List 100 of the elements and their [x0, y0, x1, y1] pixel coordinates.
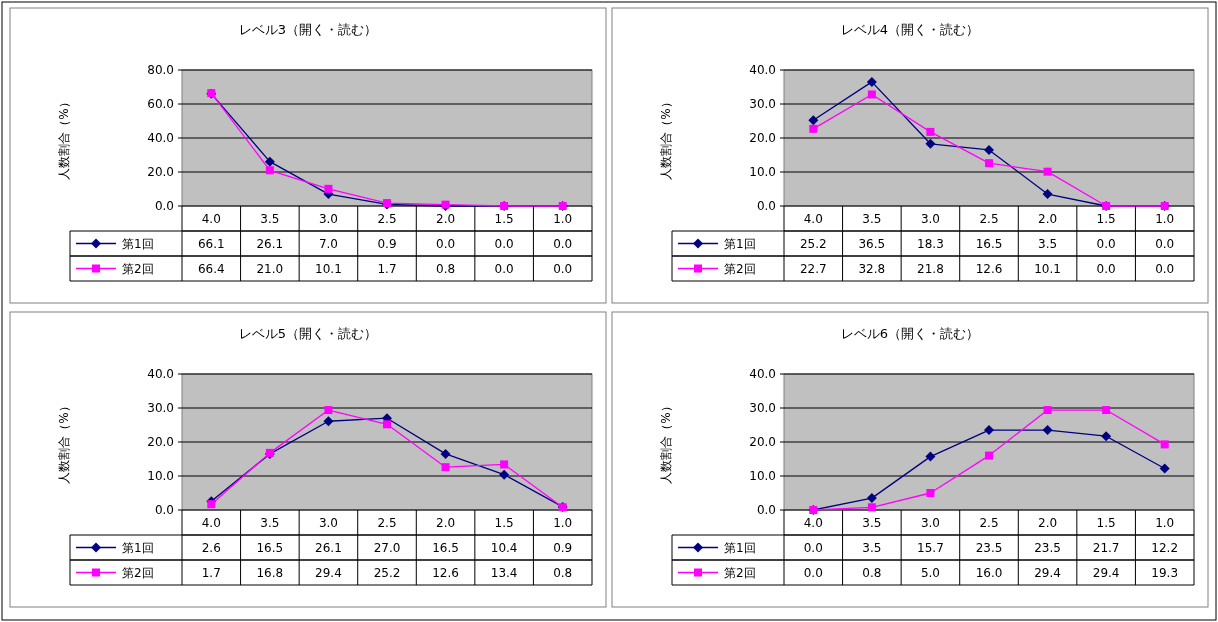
- y-tick-label: 20.0: [147, 435, 174, 449]
- point: [985, 451, 993, 460]
- x-tick-label: 2.5: [979, 516, 999, 530]
- x-tick-label: 1.0: [1155, 212, 1175, 226]
- point: [499, 469, 510, 480]
- x-tick-label: 1.5: [1096, 212, 1116, 226]
- x-tick-label: 2.0: [436, 212, 456, 226]
- data-label: 32.8: [858, 262, 886, 276]
- point: [867, 503, 876, 512]
- data-label: 0.9: [377, 237, 397, 251]
- x-tick-label: 2.0: [1038, 516, 1058, 530]
- point: [809, 124, 818, 133]
- data-label: 36.5: [858, 237, 886, 251]
- data-label: 66.4: [197, 262, 225, 276]
- y-tick-label: 40.0: [749, 367, 776, 381]
- data-label: 18.3: [917, 237, 944, 251]
- y-tick-label: 0.0: [154, 199, 174, 213]
- data-label: 0.0: [436, 237, 456, 251]
- point: [808, 115, 819, 126]
- legend-label: 第2回: [122, 262, 154, 276]
- point: [925, 138, 936, 149]
- point: [440, 448, 451, 459]
- data-label: 21.0: [256, 262, 284, 276]
- point: [984, 144, 994, 155]
- x-tick-label: 3.5: [260, 516, 280, 530]
- data-label: 0.0: [1155, 237, 1175, 251]
- data-label: 0.0: [803, 541, 823, 555]
- x-tick-label: 2.5: [979, 212, 999, 226]
- x-tick-label: 1.5: [494, 516, 514, 530]
- data-label: 29.4: [1092, 566, 1120, 580]
- x-tick-label: 4.0: [201, 212, 221, 226]
- chart-title: レベル3（開く・読む）: [238, 22, 378, 37]
- data-label: 22.7: [799, 262, 827, 276]
- point: [323, 416, 334, 427]
- x-tick-label: 1.0: [553, 516, 573, 530]
- legend-label: 第2回: [724, 566, 756, 580]
- data-label: 23.5: [975, 541, 1003, 555]
- data-label: 29.4: [1034, 566, 1061, 580]
- point: [1159, 463, 1170, 474]
- data-label: 16.5: [975, 237, 1003, 251]
- data-label: 0.0: [803, 566, 823, 580]
- y-axis-title: 人数割合（%）: [659, 400, 673, 484]
- x-tick-label: 1.5: [1096, 516, 1116, 530]
- data-label: 10.4: [490, 541, 518, 555]
- x-tick-label: 3.0: [920, 516, 940, 530]
- y-tick-label: 30.0: [749, 97, 776, 111]
- point: [1043, 406, 1052, 415]
- y-tick-label: 20.0: [147, 165, 174, 179]
- x-tick-label: 2.0: [436, 516, 456, 530]
- y-tick-label: 0.0: [756, 199, 776, 213]
- data-label: 1.7: [377, 262, 397, 276]
- y-tick-label: 20.0: [749, 435, 776, 449]
- x-tick-label: 1.5: [494, 212, 514, 226]
- y-tick-label: 0.0: [756, 503, 776, 517]
- x-tick-label: 4.0: [803, 516, 823, 530]
- point: [324, 406, 333, 415]
- x-tick-label: 1.0: [1155, 516, 1175, 530]
- point: [1042, 189, 1053, 200]
- y-tick-label: 40.0: [147, 131, 174, 145]
- data-label: 0.9: [553, 541, 573, 555]
- chart-title: レベル6（開く・読む）: [840, 326, 980, 341]
- y-tick-label: 20.0: [749, 131, 776, 145]
- x-tick-label: 3.0: [920, 212, 940, 226]
- point: [1101, 431, 1112, 442]
- data-label: 19.3: [1151, 566, 1179, 580]
- data-label: 29.4: [315, 566, 342, 580]
- y-tick-label: 0.0: [154, 503, 174, 517]
- data-label: 16.8: [256, 566, 284, 580]
- point: [926, 127, 935, 136]
- data-label: 0.8: [862, 566, 882, 580]
- point: [926, 489, 935, 497]
- point: [866, 76, 877, 87]
- point: [324, 184, 333, 193]
- point: [441, 463, 450, 472]
- data-label: 12.6: [975, 262, 1003, 276]
- legend-label: 第1回: [122, 541, 154, 555]
- point: [264, 156, 275, 167]
- legend-label: 第1回: [724, 237, 756, 251]
- data-label: 15.7: [917, 541, 944, 555]
- x-tick-label: 2.0: [1038, 212, 1058, 226]
- point: [1102, 406, 1111, 415]
- chart-title: レベル4（開く・読む）: [840, 22, 980, 37]
- x-tick-label: 2.5: [377, 212, 397, 226]
- point: [1160, 440, 1169, 449]
- data-label: 12.6: [432, 566, 459, 580]
- data-label: 0.8: [436, 262, 456, 276]
- y-axis-title: 人数割合（%）: [57, 400, 71, 484]
- data-label: 0.0: [1155, 262, 1175, 276]
- data-label: 0.0: [553, 237, 573, 251]
- point: [207, 500, 216, 509]
- point: [500, 460, 509, 469]
- data-label: 26.1: [315, 541, 342, 555]
- data-label: 25.2: [373, 566, 401, 580]
- x-tick-label: 3.5: [862, 516, 882, 530]
- data-label: 21.8: [917, 262, 944, 276]
- point: [867, 90, 876, 99]
- x-tick-label: 3.0: [318, 212, 338, 226]
- data-label: 0.0: [1096, 237, 1116, 251]
- point: [866, 493, 877, 504]
- y-tick-label: 10.0: [749, 165, 776, 179]
